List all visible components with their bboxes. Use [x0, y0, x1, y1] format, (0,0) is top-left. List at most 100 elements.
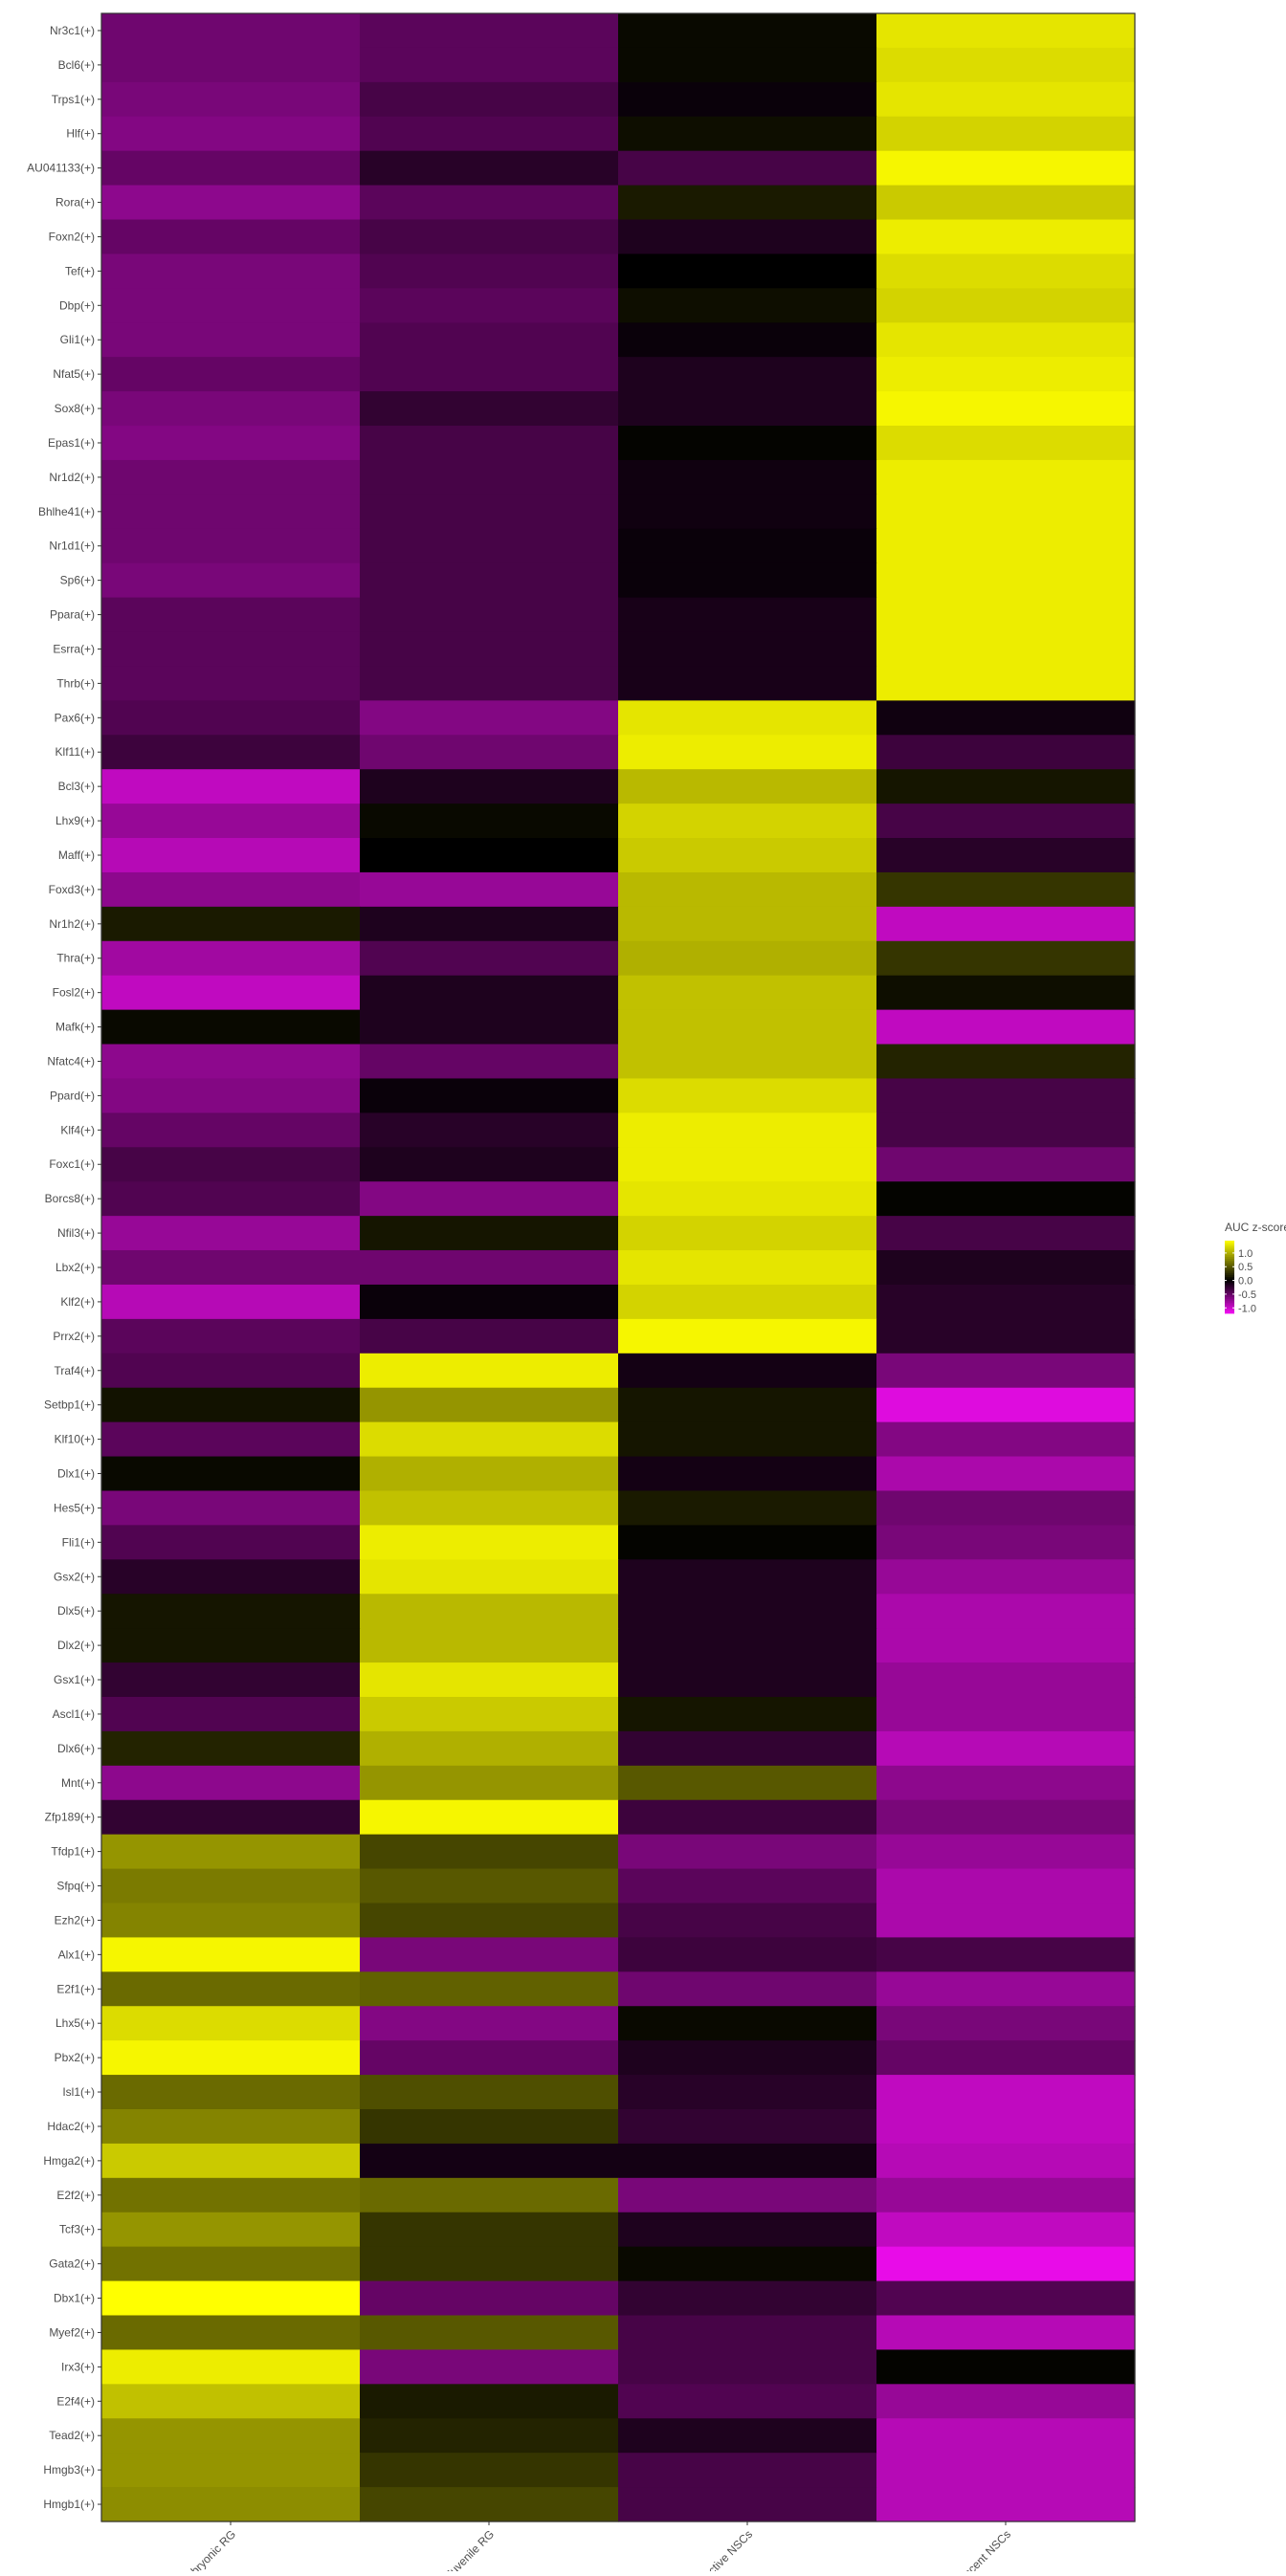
heatmap-cell — [618, 1181, 877, 1217]
legend-title: AUC z-score mean — [1225, 1221, 1286, 1234]
heatmap-cell — [360, 1696, 619, 1732]
heatmap-cell — [101, 391, 361, 427]
heatmap-cell — [360, 288, 619, 323]
row-label: Sox8(+) — [55, 402, 95, 415]
row-label: Hes5(+) — [54, 1501, 95, 1514]
heatmap-cell — [618, 2108, 877, 2145]
legend-color-segment — [1225, 1277, 1234, 1280]
heatmap-cell — [360, 2212, 619, 2248]
heatmap-cell — [618, 2280, 877, 2317]
heatmap-cell — [360, 562, 619, 599]
heatmap-cell — [876, 1112, 1136, 1148]
legend-color-segment — [1225, 1278, 1234, 1282]
heatmap-cell — [876, 975, 1136, 1011]
color-legend: AUC z-score mean 1.0 0.5 0.0-0.5 -1.0 — [1225, 1221, 1286, 1314]
heatmap-cell — [360, 1903, 619, 1938]
heatmap-cell — [876, 1078, 1136, 1113]
heatmap-cell — [618, 1421, 877, 1458]
legend-color-segment — [1225, 1282, 1234, 1285]
heatmap-cell — [360, 1490, 619, 1526]
heatmap-cell — [876, 2108, 1136, 2145]
heatmap-cell — [618, 1353, 877, 1389]
heatmap-cell — [876, 1628, 1136, 1663]
heatmap-cell — [876, 631, 1136, 668]
heatmap-cell — [360, 494, 619, 530]
heatmap-cell — [618, 2315, 877, 2351]
heatmap-cell — [360, 1284, 619, 1320]
legend-color-segment — [1225, 1300, 1234, 1303]
heatmap-cell — [876, 2315, 1136, 2351]
heatmap-cell — [360, 13, 619, 49]
heatmap-cell — [876, 871, 1136, 908]
heatmap-cell — [101, 494, 361, 530]
heatmap-cell — [876, 2177, 1136, 2213]
heatmap-cell — [618, 1696, 877, 1732]
legend-color-segment — [1225, 1288, 1234, 1290]
heatmap-cell — [360, 150, 619, 187]
heatmap-cell — [360, 1834, 619, 1870]
heatmap-cell — [618, 1525, 877, 1560]
heatmap-cell — [618, 2143, 877, 2179]
heatmap-cell — [618, 871, 877, 908]
heatmap-cell — [101, 1594, 361, 1629]
heatmap-cell — [618, 804, 877, 839]
row-label: Trps1(+) — [52, 93, 95, 106]
heatmap-cell — [360, 1971, 619, 2007]
heatmap-cell — [360, 1112, 619, 1148]
heatmap-cell — [101, 1353, 361, 1389]
heatmap-cell — [876, 666, 1136, 701]
heatmap-cell — [876, 2006, 1136, 2041]
row-label: Gsx1(+) — [54, 1673, 95, 1686]
legend-color-segment — [1225, 1241, 1234, 1244]
heatmap-cell — [876, 700, 1136, 736]
legend-color-segment — [1225, 1284, 1234, 1287]
heatmap-cell — [101, 2143, 361, 2179]
heatmap-cell — [618, 597, 877, 633]
heatmap-cell — [360, 1318, 619, 1354]
row-label: Tef(+) — [65, 264, 95, 277]
heatmap-cell — [618, 1903, 877, 1938]
heatmap-cell — [876, 838, 1136, 873]
heatmap-cell — [618, 1216, 877, 1251]
heatmap-cell — [101, 2246, 361, 2282]
heatmap-cell — [101, 2453, 361, 2488]
heatmap-cell — [360, 1009, 619, 1046]
heatmap-cell — [101, 2040, 361, 2076]
heatmap-cell — [876, 494, 1136, 530]
row-label: Fosl2(+) — [53, 986, 95, 1000]
row-label: Prrx2(+) — [53, 1330, 95, 1343]
heatmap-cell — [360, 1730, 619, 1767]
heatmap-cell — [101, 1662, 361, 1698]
row-label: Klf2(+) — [60, 1295, 95, 1309]
heatmap-cell — [876, 2246, 1136, 2282]
legend-color-segment — [1225, 1280, 1234, 1284]
heatmap-cell — [101, 150, 361, 187]
heatmap-cell — [876, 1456, 1136, 1492]
heatmap-cell — [876, 13, 1136, 49]
heatmap-cell — [101, 1250, 361, 1286]
heatmap-cell — [876, 1937, 1136, 1972]
heatmap-cell — [101, 1009, 361, 1046]
legend-color-segment — [1225, 1247, 1234, 1250]
legend-color-segment — [1225, 1311, 1234, 1314]
row-label: Borcs8(+) — [45, 1192, 95, 1205]
row-label: E2f2(+) — [56, 2189, 95, 2202]
heatmap-cell — [618, 906, 877, 942]
heatmap-cell — [360, 769, 619, 804]
heatmap-cell — [876, 562, 1136, 599]
heatmap-cell — [360, 1216, 619, 1251]
heatmap-cell — [876, 2040, 1136, 2076]
row-label: Nfat5(+) — [53, 367, 95, 381]
legend-color-segment — [1225, 1251, 1234, 1254]
heatmap-cell — [101, 1490, 361, 1526]
heatmap-cell — [618, 1250, 877, 1286]
heatmap-cell — [876, 1181, 1136, 1217]
heatmap-cell — [618, 494, 877, 530]
heatmap-cell — [101, 562, 361, 599]
heatmap-cell — [360, 1628, 619, 1663]
heatmap-cell — [618, 1730, 877, 1767]
heatmap-cell — [360, 1147, 619, 1182]
row-label: E2f4(+) — [56, 2394, 95, 2408]
heatmap-cell — [618, 47, 877, 83]
